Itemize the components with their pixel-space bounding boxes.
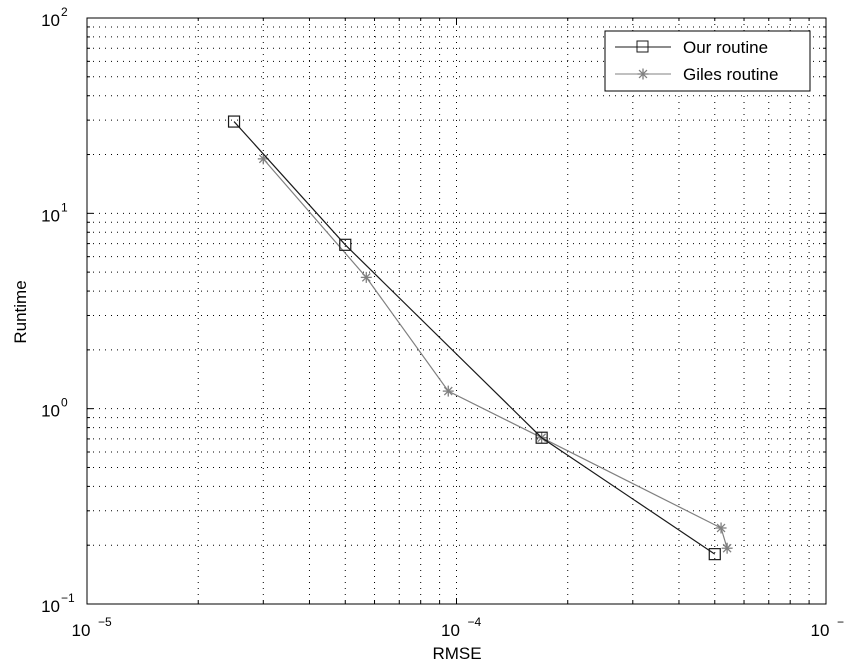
data-point-giles-routine	[442, 385, 454, 397]
data-point-our-routine	[535, 431, 548, 444]
x-tick-exponent: −4	[468, 615, 482, 629]
data-point-our-routine	[708, 548, 721, 561]
y-tick-exponent: 0	[61, 396, 68, 410]
y-tick-label: 10	[41, 11, 60, 30]
legend: Our routine Giles routine	[604, 30, 811, 92]
legend-star-glyph	[637, 68, 649, 80]
data-point-our-routine	[339, 238, 352, 251]
x-tick-exponent: −3	[837, 615, 844, 629]
x-tick-label: 10	[441, 621, 460, 640]
y-tick-exponent: 1	[61, 200, 68, 214]
y-tick-label: 10	[41, 206, 60, 225]
x-tick-label: 10	[811, 621, 830, 640]
legend-star-marker	[637, 68, 649, 80]
data-point-our-routine	[227, 115, 241, 128]
y-tick-label: 10	[41, 597, 60, 616]
plot-series	[227, 115, 733, 561]
series-line-giles-routine	[262, 158, 728, 549]
data-point-giles-routine	[721, 542, 733, 554]
legend-label-giles-routine: Giles routine	[683, 65, 778, 84]
y-tick-exponent: 2	[61, 5, 68, 19]
series-line-our-routine	[233, 121, 716, 555]
x-tick-label: 10	[72, 621, 91, 640]
x-tick-exponent: −5	[98, 615, 112, 629]
y-tick-label: 10	[41, 402, 60, 421]
legend-entry-our-routine: Our routine	[615, 38, 768, 57]
y-axis-label: Runtime	[11, 280, 30, 343]
x-axis-label: RMSE	[432, 644, 481, 663]
y-tick-exponent: −1	[61, 591, 75, 605]
legend-square-marker	[636, 40, 649, 53]
data-point-giles-routine	[715, 522, 727, 534]
legend-entry-giles-routine: Giles routine	[615, 65, 778, 84]
grid	[87, 18, 826, 604]
legend-label-our-routine: Our routine	[683, 38, 768, 57]
data-point-giles-routine	[360, 271, 372, 283]
